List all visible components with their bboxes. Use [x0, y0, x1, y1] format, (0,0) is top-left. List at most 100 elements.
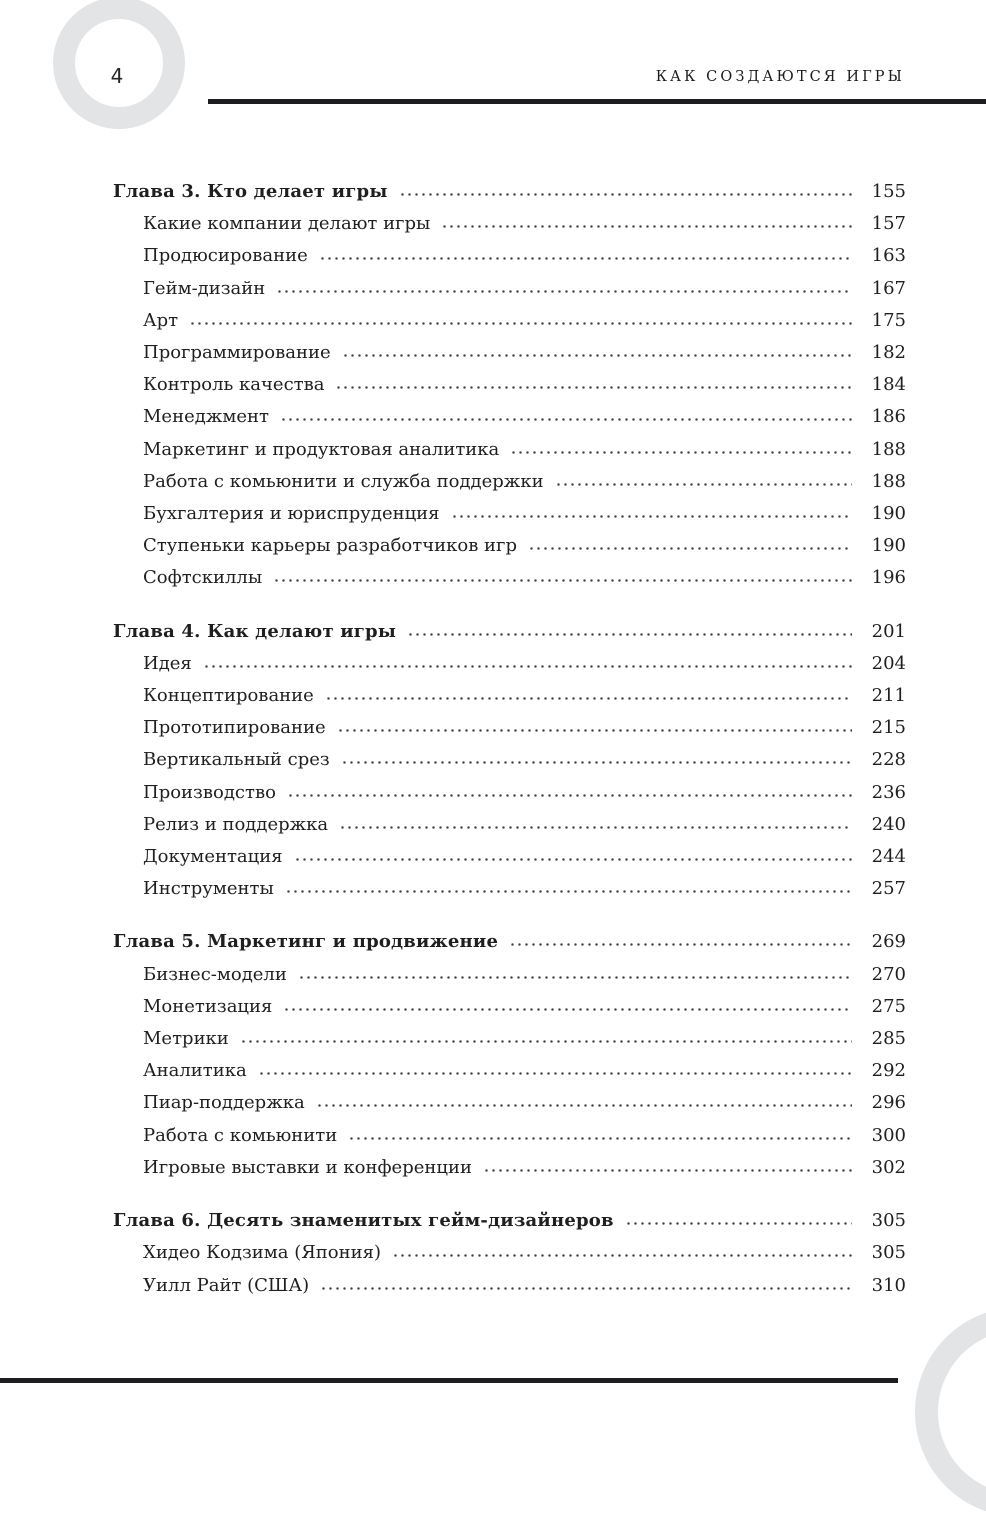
toc-entry-page-number: 188 — [871, 470, 906, 492]
toc-section: Глава 4. Как делают игры 201 Идея 204 Концеп… — [113, 616, 906, 906]
toc-entry-row: Менеджмент 186 — [113, 401, 906, 433]
toc-entry-page-number: 257 — [871, 878, 906, 900]
toc-chapter-title: Глава 5. Маркетинг и продвижение — [113, 931, 499, 953]
dot-leader — [398, 192, 852, 197]
toc-entry-page-number: 215 — [871, 717, 906, 739]
dot-leader — [276, 288, 852, 294]
toc-entry-page-number: 182 — [871, 342, 906, 364]
toc-chapter-row: Глава 5. Маркетинг и продвижение 269 — [113, 926, 906, 958]
dot-leader — [554, 481, 852, 487]
toc-entry-row: Вертикальный срез 228 — [113, 744, 906, 776]
dot-leader — [441, 224, 852, 230]
toc-entry-row: Какие компании делают игры 157 — [113, 208, 906, 240]
toc-entry-title: Производство — [143, 781, 276, 803]
toc-entry-row: Производство 236 — [113, 777, 906, 809]
dot-leader — [335, 385, 852, 391]
toc-entry-row: Работа с комьюнити 300 — [113, 1120, 906, 1152]
toc-entry-title: Менеджмент — [143, 406, 269, 428]
toc-entry-page-number: 175 — [871, 309, 906, 331]
dot-leader — [528, 546, 852, 552]
toc-entry-title: Бухгалтерия и юриспруденция — [143, 503, 440, 525]
table-of-contents: Глава 3. Кто делает игры 155 Какие компани… — [113, 176, 906, 1302]
footer-rule — [0, 1378, 898, 1383]
dot-leader — [293, 857, 852, 863]
toc-entry-row: Бизнес-модели 270 — [113, 959, 906, 991]
toc-entry-row: Инструменты 257 — [113, 873, 906, 905]
dot-leader — [189, 320, 852, 326]
toc-entry-title: Концептирование — [143, 685, 314, 707]
toc-entry-row: Контроль качества 184 — [113, 369, 906, 401]
toc-entry-page-number: 204 — [871, 652, 906, 674]
toc-entry-title: Аналитика — [143, 1060, 247, 1082]
dot-leader — [297, 974, 852, 980]
toc-entry-page-number: 190 — [871, 535, 906, 557]
toc-entry-row: Аналитика 292 — [113, 1055, 906, 1087]
toc-entry-title: Идея — [143, 652, 192, 674]
toc-entry-row: Софтскиллы 196 — [113, 562, 906, 594]
toc-entry-title: Вертикальный срез — [143, 749, 330, 771]
toc-entry-row: Монетизация 275 — [113, 991, 906, 1023]
toc-chapter-title: Глава 6. Десять знаменитых гейм-дизайнер… — [113, 1210, 614, 1232]
toc-entry-row: Пиар-поддержка 296 — [113, 1087, 906, 1119]
toc-entry-title: Инструменты — [143, 878, 274, 900]
toc-entry-title: Программирование — [143, 342, 331, 364]
toc-entry-title: Метрики — [143, 1028, 229, 1050]
dot-leader — [482, 1167, 852, 1173]
toc-chapter-page-number: 269 — [871, 931, 906, 953]
toc-section: Глава 6. Десять знаменитых гейм-дизайнер… — [113, 1205, 906, 1302]
toc-entry-page-number: 305 — [871, 1242, 906, 1264]
toc-entry-title: Уилл Райт (США) — [143, 1274, 310, 1296]
toc-entry-title: Монетизация — [143, 995, 273, 1017]
dot-leader — [286, 792, 852, 798]
toc-entry-page-number: 300 — [871, 1124, 906, 1146]
toc-entry-page-number: 275 — [871, 995, 906, 1017]
dot-leader — [624, 1221, 852, 1227]
corner-ring-ornament — [915, 1307, 986, 1517]
toc-entry-title: Ступеньки карьеры разработчиков игр — [143, 535, 518, 557]
dot-leader — [202, 663, 852, 669]
toc-entry-title: Релиз и поддержка — [143, 813, 329, 835]
toc-entry-title: Какие компании делают игры — [143, 213, 431, 235]
toc-entry-title: Контроль качества — [143, 374, 325, 396]
page-number: 4 — [110, 64, 124, 88]
toc-entry-title: Арт — [143, 309, 179, 331]
toc-entry-title: Работа с комьюнити — [143, 1124, 338, 1146]
toc-chapter-page-number: 155 — [871, 181, 906, 202]
toc-entry-row: Хидео Кодзима (Япония) 305 — [113, 1237, 906, 1269]
toc-entry-row: Программирование 182 — [113, 337, 906, 369]
toc-entry-page-number: 163 — [871, 245, 906, 267]
toc-entry-page-number: 228 — [871, 749, 906, 771]
toc-entry-page-number: 196 — [871, 567, 906, 589]
toc-chapter-page-number: 201 — [871, 620, 906, 642]
toc-entry-title: Прототипирование — [143, 717, 326, 739]
dot-leader — [341, 353, 852, 359]
dot-leader — [407, 631, 852, 637]
dot-leader — [348, 1135, 852, 1141]
dot-leader — [509, 942, 852, 948]
toc-entry-title: Продюсирование — [143, 245, 308, 267]
toc-entry-page-number: 285 — [871, 1028, 906, 1050]
toc-entry-page-number: 240 — [871, 813, 906, 835]
dot-leader — [450, 514, 852, 520]
toc-entry-page-number: 296 — [871, 1092, 906, 1114]
toc-chapter-title: Глава 3. Кто делает игры — [113, 181, 388, 202]
toc-entry-row: Маркетинг и продуктовая аналитика 188 — [113, 434, 906, 466]
dot-leader — [510, 449, 852, 455]
toc-entry-page-number: 270 — [871, 963, 906, 985]
toc-entry-row: Игровые выставки и конференции 302 — [113, 1152, 906, 1184]
toc-entry-title: Бизнес-модели — [143, 963, 287, 985]
toc-entry-page-number: 190 — [871, 503, 906, 525]
toc-chapter-row: Глава 3. Кто делает игры 155 — [113, 176, 906, 208]
dot-leader — [320, 1285, 852, 1291]
toc-entry-page-number: 211 — [871, 685, 906, 707]
dot-leader — [279, 417, 852, 423]
toc-entry-row: Арт 175 — [113, 305, 906, 337]
toc-entry-title: Работа с комьюнити и служба поддержки — [143, 470, 544, 492]
dot-leader — [392, 1253, 852, 1259]
toc-entry-title: Маркетинг и продуктовая аналитика — [143, 438, 500, 460]
toc-section: Глава 5. Маркетинг и продвижение 269 Бизне… — [113, 926, 906, 1184]
toc-entry-page-number: 236 — [871, 781, 906, 803]
dot-leader — [283, 1006, 852, 1012]
toc-entry-page-number: 188 — [871, 438, 906, 460]
dot-leader — [257, 1071, 852, 1077]
